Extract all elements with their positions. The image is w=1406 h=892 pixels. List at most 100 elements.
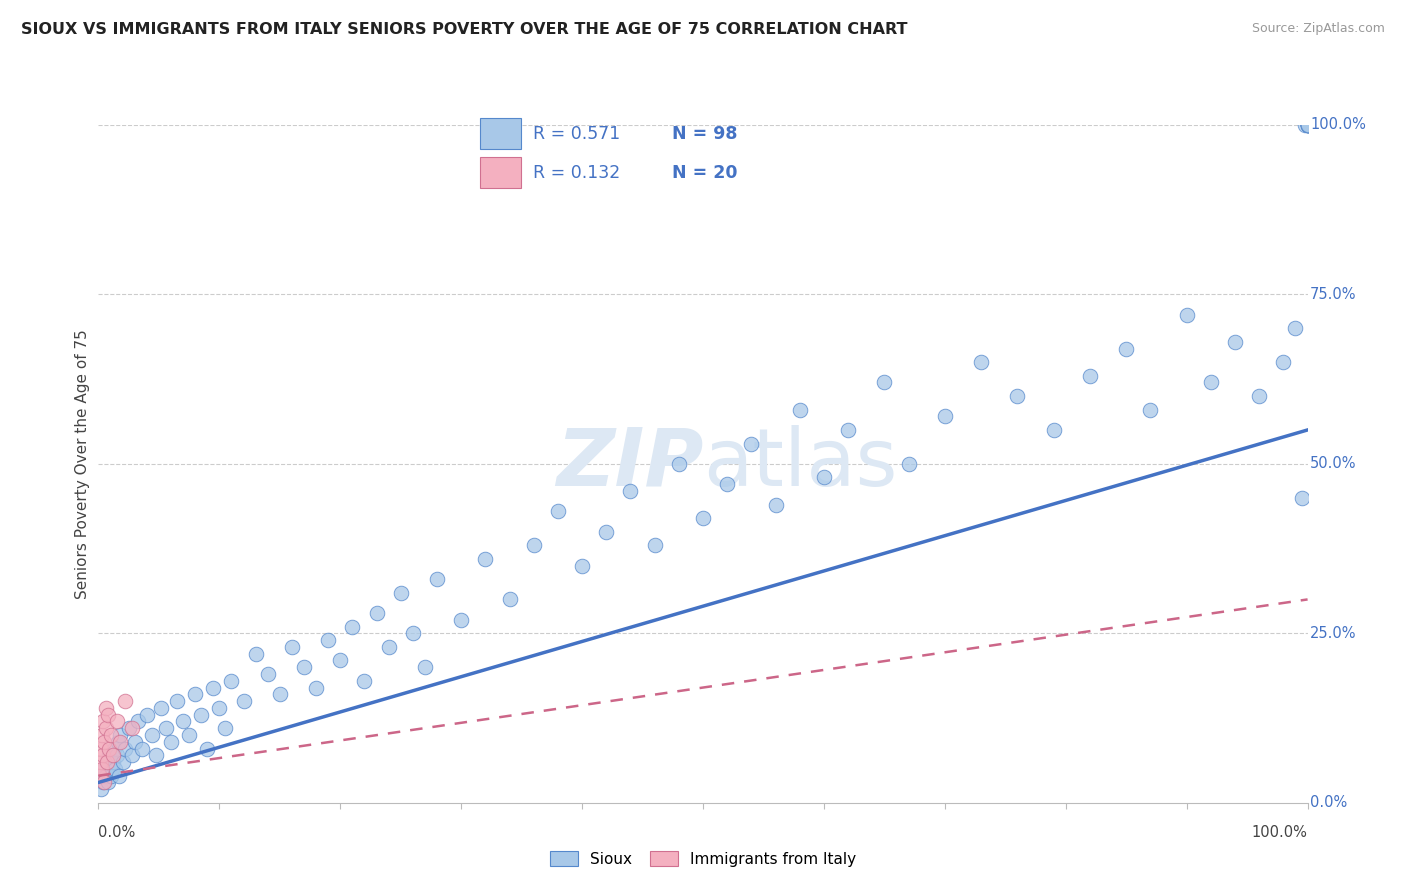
Point [177, 728, 201, 742]
Point [837, 423, 859, 437]
Point [104, 762, 127, 776]
Point [1223, 334, 1246, 349]
Point [166, 694, 188, 708]
Point [644, 538, 666, 552]
Legend: Sioux, Immigrants from Italy: Sioux, Immigrants from Italy [544, 846, 862, 873]
Point [1007, 389, 1029, 403]
Point [108, 735, 131, 749]
Point [101, 748, 124, 763]
Point [366, 606, 388, 620]
Point [97, 775, 120, 789]
Point [1042, 423, 1064, 437]
Point [342, 619, 364, 633]
Point [114, 741, 136, 756]
Point [402, 626, 425, 640]
Point [292, 660, 315, 674]
Point [897, 457, 920, 471]
Text: atlas: atlas [703, 425, 897, 503]
Point [1115, 342, 1137, 356]
Point [100, 769, 122, 783]
Point [160, 735, 183, 749]
Point [389, 585, 412, 599]
Point [202, 681, 225, 695]
Point [1175, 308, 1198, 322]
Point [100, 728, 122, 742]
Point [141, 728, 163, 742]
Point [121, 748, 143, 763]
Point [1296, 118, 1319, 132]
Point [377, 640, 399, 654]
Point [103, 741, 125, 756]
Point [89, 769, 111, 783]
Y-axis label: Seniors Poverty Over the Age of 75: Seniors Poverty Over the Age of 75 [75, 329, 90, 599]
Point [145, 748, 167, 763]
Point [934, 409, 956, 424]
Point [91, 748, 114, 763]
Point [619, 483, 641, 498]
Point [970, 355, 993, 369]
Point [150, 701, 173, 715]
Text: R = 0.132: R = 0.132 [533, 163, 620, 181]
Point [765, 498, 787, 512]
Point [94, 701, 117, 715]
Text: Source: ZipAtlas.com: Source: ZipAtlas.com [1251, 22, 1385, 36]
Point [740, 436, 762, 450]
Point [1284, 321, 1306, 335]
Point [329, 653, 352, 667]
Point [1296, 118, 1319, 132]
Text: 100.0%: 100.0% [1310, 118, 1365, 132]
Point [101, 755, 124, 769]
Text: 0.0%: 0.0% [98, 825, 135, 840]
Point [91, 775, 114, 789]
Point [96, 755, 118, 769]
Point [91, 762, 114, 776]
Point [124, 735, 146, 749]
Point [93, 775, 115, 789]
Point [118, 721, 141, 735]
Point [571, 558, 593, 573]
Point [1296, 118, 1319, 132]
Point [98, 748, 121, 763]
Point [1272, 355, 1295, 369]
Point [91, 769, 114, 783]
Point [195, 741, 218, 756]
Point [281, 640, 304, 654]
Point [105, 714, 128, 729]
Point [316, 633, 339, 648]
Point [100, 762, 122, 776]
Point [498, 592, 520, 607]
Text: ZIP: ZIP [555, 425, 703, 503]
Point [90, 782, 112, 797]
Point [353, 673, 375, 688]
Point [91, 728, 114, 742]
Point [1078, 368, 1101, 383]
Point [1296, 118, 1319, 132]
Point [1199, 376, 1222, 390]
Text: N = 98: N = 98 [672, 125, 738, 143]
Point [190, 707, 212, 722]
Point [668, 457, 690, 471]
FancyBboxPatch shape [481, 157, 520, 188]
Text: R = 0.571: R = 0.571 [533, 125, 620, 143]
Point [90, 741, 112, 756]
Point [90, 755, 112, 769]
Point [107, 735, 129, 749]
Point [114, 694, 136, 708]
Point [127, 714, 149, 729]
Point [105, 748, 128, 763]
Text: N = 20: N = 20 [672, 163, 738, 181]
Point [93, 762, 115, 776]
Point [208, 701, 231, 715]
Text: 50.0%: 50.0% [1310, 457, 1357, 471]
Point [716, 477, 738, 491]
Point [93, 735, 115, 749]
Point [523, 538, 546, 552]
Text: SIOUX VS IMMIGRANTS FROM ITALY SENIORS POVERTY OVER THE AGE OF 75 CORRELATION CH: SIOUX VS IMMIGRANTS FROM ITALY SENIORS P… [21, 22, 908, 37]
Point [111, 755, 134, 769]
Point [221, 673, 243, 688]
Point [97, 707, 120, 722]
Text: 25.0%: 25.0% [1310, 626, 1357, 640]
Point [595, 524, 617, 539]
Point [1139, 402, 1161, 417]
Point [426, 572, 449, 586]
